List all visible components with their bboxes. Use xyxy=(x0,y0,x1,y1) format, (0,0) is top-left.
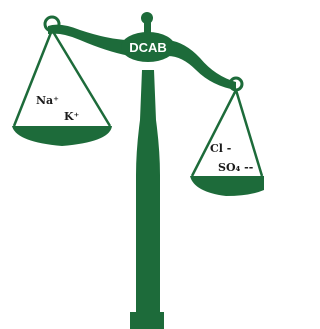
right-bowl xyxy=(190,176,264,196)
page: {"badge": "DCAB", "left_pan": {"ions": [… xyxy=(0,0,264,329)
ion-label: K⁺ xyxy=(64,110,80,123)
ion-label: Na⁺ xyxy=(36,94,59,107)
ion-label: Cl - xyxy=(210,142,231,155)
scale-pole xyxy=(136,70,160,320)
balance-scale: DCAB Na⁺ K⁺ Cl - SO₄ -- xyxy=(0,0,264,329)
left-pan xyxy=(12,30,112,146)
scale-body xyxy=(45,12,242,329)
ion-label: SO₄ -- xyxy=(218,161,253,174)
badge-label: DCAB xyxy=(129,40,167,55)
left-bowl xyxy=(12,126,112,146)
